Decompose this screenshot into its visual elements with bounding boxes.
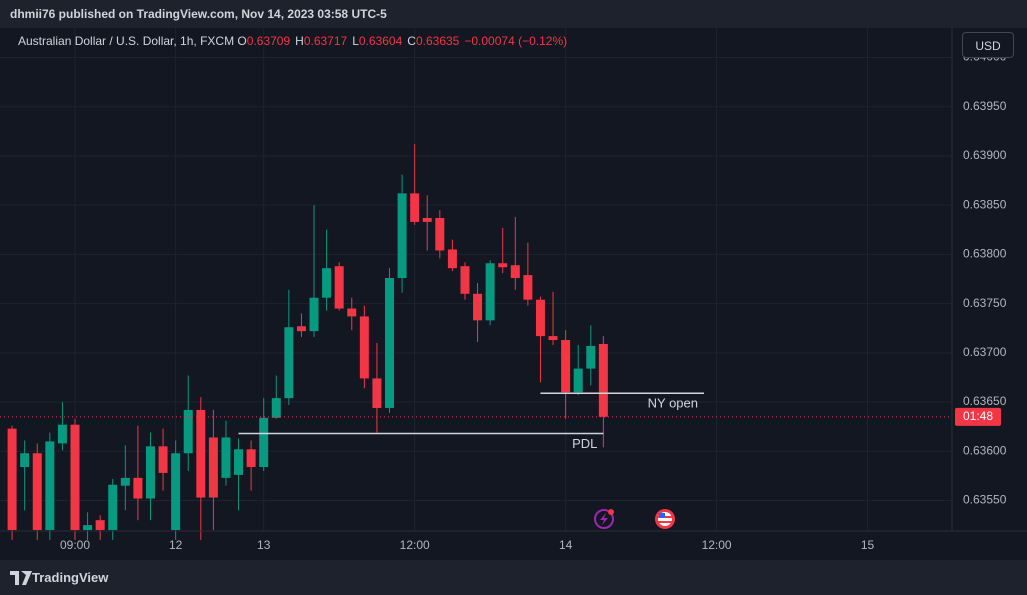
candle-body xyxy=(208,437,218,498)
candle-body xyxy=(422,217,432,222)
candle-body xyxy=(221,437,231,478)
footer: TradingView xyxy=(0,560,1027,595)
publish-bar: dhmii76 published on TradingView.com, No… xyxy=(0,0,1027,28)
candle-body xyxy=(372,378,382,408)
x-tick-label: 13 xyxy=(257,538,271,552)
candle-body xyxy=(158,446,168,473)
candle-body xyxy=(284,327,294,399)
ohlc-letter: C xyxy=(407,34,416,48)
brand: TradingView xyxy=(32,570,109,585)
x-tick-label: 15 xyxy=(861,538,875,552)
candle-body xyxy=(410,193,420,222)
y-tick-label: 0.63650 xyxy=(963,394,1007,408)
candle-body xyxy=(83,525,93,531)
ohlc-value: 0.63604 xyxy=(358,34,403,48)
candle-body xyxy=(573,368,583,393)
publish-text: dhmii76 published on TradingView.com, No… xyxy=(10,7,387,21)
y-tick-label: 0.63750 xyxy=(963,296,1007,310)
candle-body xyxy=(334,266,344,309)
ohlc-letter: H xyxy=(295,34,304,48)
candle-body xyxy=(120,477,130,486)
x-tick-label: 12:00 xyxy=(400,538,430,552)
candle-body xyxy=(70,424,80,531)
candle-body xyxy=(20,453,30,468)
candle-body xyxy=(485,263,495,321)
y-tick-label: 0.63950 xyxy=(963,99,1007,113)
marks xyxy=(7,144,608,540)
ohlc-value: 0.63709 xyxy=(246,34,291,48)
candle-body xyxy=(246,449,256,468)
candle-body xyxy=(271,398,281,418)
change: −0.00074 (−0.12%) xyxy=(464,34,568,48)
candle-body xyxy=(473,293,483,321)
candle-body xyxy=(108,484,118,531)
candle-body xyxy=(196,409,206,498)
legend: Australian Dollar / U.S. Dollar, 1h, FXC… xyxy=(18,34,572,48)
candle-body xyxy=(171,453,181,531)
event-icon[interactable] xyxy=(655,509,675,529)
candle-body xyxy=(309,297,319,332)
event-icon[interactable] xyxy=(594,509,614,529)
candle-body xyxy=(498,263,508,268)
currency-button[interactable]: USD xyxy=(962,32,1014,58)
candle-body xyxy=(322,268,332,298)
candle-body xyxy=(95,520,105,531)
candle-body xyxy=(32,453,42,531)
ohlc-letter: O xyxy=(237,34,247,48)
x-tick-label: 14 xyxy=(559,538,573,552)
y-tick-label: 0.63800 xyxy=(963,247,1007,261)
candle-body xyxy=(133,477,143,499)
candle-body xyxy=(347,308,357,317)
candle-body xyxy=(435,217,445,251)
logo xyxy=(10,571,32,585)
candle-body xyxy=(598,343,608,417)
candle-body xyxy=(296,326,306,332)
candle-body xyxy=(586,345,596,369)
ohlc-value: 0.63635 xyxy=(415,34,460,48)
y-tick-label: 0.63600 xyxy=(963,443,1007,457)
x-tick-label: 12:00 xyxy=(702,538,732,552)
y-tick-label: 0.63700 xyxy=(963,345,1007,359)
candle-body xyxy=(548,336,558,341)
candle-body xyxy=(523,275,533,300)
candle-body xyxy=(359,316,369,379)
chart: 0.63550 0.63600 0.63650 0.63700 0.63750 0.638… xyxy=(0,28,1027,553)
last-price-box xyxy=(955,407,1001,426)
ohlc-letter: L xyxy=(352,34,359,48)
countdown: 01:48 xyxy=(963,409,993,423)
candle-body xyxy=(45,441,55,531)
candle-body xyxy=(183,409,193,454)
y-tick-label: 0.63850 xyxy=(963,197,1007,211)
candle-body xyxy=(460,266,470,294)
candle-body xyxy=(145,446,155,499)
candle-body xyxy=(535,299,545,337)
candle-body xyxy=(259,417,269,468)
candle-body xyxy=(234,449,244,475)
candle-body xyxy=(510,265,520,279)
candle-body xyxy=(397,193,407,279)
symbol: Australian Dollar / U.S. Dollar, 1h, FXC… xyxy=(18,34,235,48)
x-tick-label: 09:00 xyxy=(60,538,90,552)
candle-body xyxy=(561,340,571,393)
candle-body xyxy=(57,424,67,444)
level-label: NY open xyxy=(648,396,698,411)
candle-body xyxy=(447,249,457,269)
y-tick-label: 0.63550 xyxy=(963,493,1007,507)
candle-body xyxy=(385,278,394,408)
x-tick-label: 12 xyxy=(169,538,183,552)
y-tick-label: 0.63900 xyxy=(963,148,1007,162)
ohlc-value: 0.63717 xyxy=(303,34,348,48)
level-label: PDL xyxy=(572,436,597,451)
candle-body xyxy=(7,428,17,531)
